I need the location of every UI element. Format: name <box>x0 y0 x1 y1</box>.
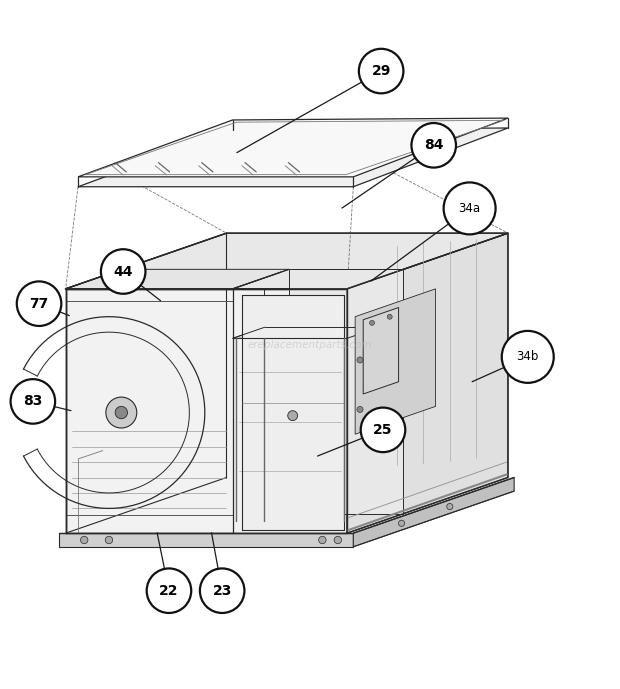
Circle shape <box>357 407 363 413</box>
Circle shape <box>319 536 326 544</box>
Circle shape <box>447 504 453 510</box>
Circle shape <box>357 357 363 363</box>
Polygon shape <box>60 533 353 547</box>
Text: 34b: 34b <box>516 351 539 363</box>
Circle shape <box>147 568 191 613</box>
Polygon shape <box>289 269 404 514</box>
Polygon shape <box>363 307 399 394</box>
Text: ereplacementparts.com: ereplacementparts.com <box>248 340 372 349</box>
Polygon shape <box>347 233 508 533</box>
Circle shape <box>359 49 404 93</box>
Circle shape <box>388 314 392 319</box>
Polygon shape <box>353 477 514 547</box>
Polygon shape <box>66 233 508 289</box>
Text: 22: 22 <box>159 584 179 597</box>
Text: 23: 23 <box>213 584 232 597</box>
Text: 83: 83 <box>23 394 43 409</box>
Polygon shape <box>66 269 289 289</box>
Circle shape <box>105 536 113 544</box>
Circle shape <box>361 408 405 452</box>
Polygon shape <box>232 327 379 338</box>
Polygon shape <box>363 316 428 419</box>
Polygon shape <box>242 295 344 530</box>
Circle shape <box>412 123 456 167</box>
Polygon shape <box>355 289 436 434</box>
Circle shape <box>288 411 298 420</box>
Circle shape <box>200 568 244 613</box>
Polygon shape <box>78 128 508 187</box>
Text: 44: 44 <box>113 265 133 278</box>
Circle shape <box>115 407 128 419</box>
Circle shape <box>17 281 61 326</box>
Circle shape <box>502 331 554 383</box>
Circle shape <box>101 249 146 294</box>
Polygon shape <box>78 118 508 177</box>
Text: 84: 84 <box>424 138 443 152</box>
Text: 29: 29 <box>371 64 391 78</box>
Circle shape <box>106 397 137 428</box>
Circle shape <box>370 320 374 325</box>
Polygon shape <box>66 289 347 533</box>
Circle shape <box>444 183 495 234</box>
Text: 77: 77 <box>29 297 49 311</box>
Text: 34a: 34a <box>459 202 481 215</box>
Text: 25: 25 <box>373 423 392 437</box>
Circle shape <box>334 536 342 544</box>
Circle shape <box>11 379 55 424</box>
Circle shape <box>81 536 88 544</box>
Circle shape <box>399 520 405 526</box>
